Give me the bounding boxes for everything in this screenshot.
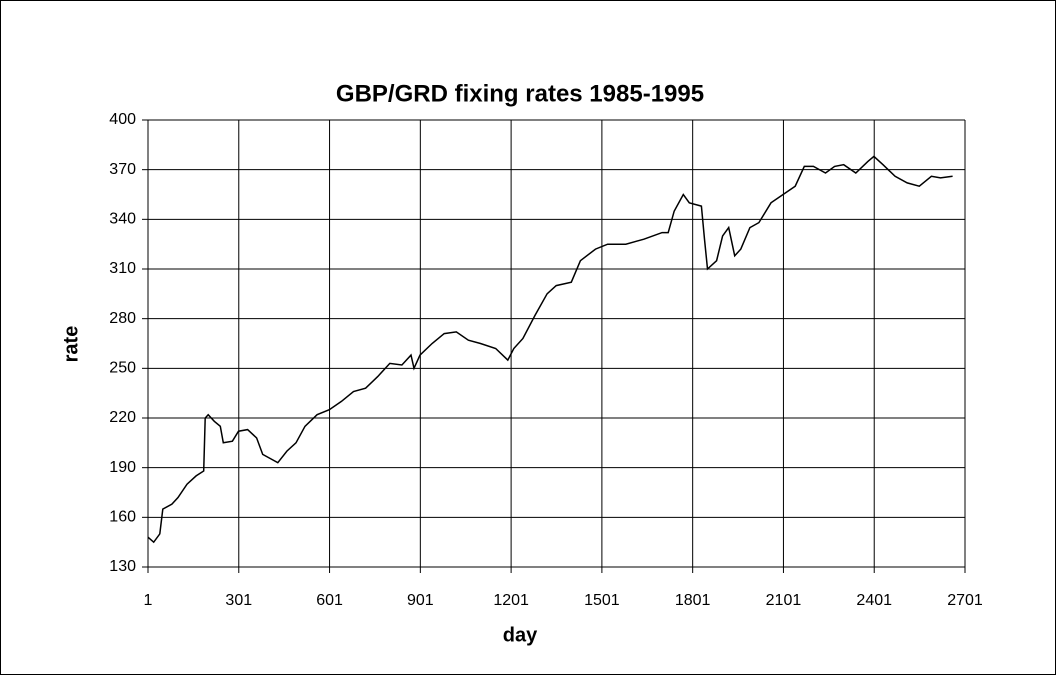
x-tick-label: 1201 (493, 592, 529, 609)
x-tick-label: 2101 (766, 592, 802, 609)
x-tick-label: 901 (407, 592, 434, 609)
y-tick-label: 370 (109, 161, 136, 178)
y-tick-label: 160 (109, 509, 136, 526)
x-tick-label: 1801 (675, 592, 711, 609)
x-axis-label: day (503, 624, 538, 646)
x-tick-label: 2701 (947, 592, 983, 609)
y-tick-label: 190 (109, 459, 136, 476)
chart-title: GBP/GRD fixing rates 1985-1995 (336, 80, 704, 107)
y-tick-label: 280 (109, 310, 136, 327)
y-tick-label: 340 (109, 211, 136, 228)
x-tick-label: 601 (316, 592, 343, 609)
x-tick-label: 1501 (584, 592, 620, 609)
x-tick-label: 301 (225, 592, 252, 609)
y-tick-label: 130 (109, 558, 136, 575)
y-tick-label: 220 (109, 409, 136, 426)
data-line (147, 155, 953, 544)
x-tick-label: 1 (144, 592, 153, 609)
x-tick-label: 2401 (856, 592, 892, 609)
y-axis-label: rate (60, 326, 82, 363)
y-tick-label: 400 (109, 111, 136, 128)
y-tick-label: 310 (109, 260, 136, 277)
y-tick-label: 250 (109, 360, 136, 377)
